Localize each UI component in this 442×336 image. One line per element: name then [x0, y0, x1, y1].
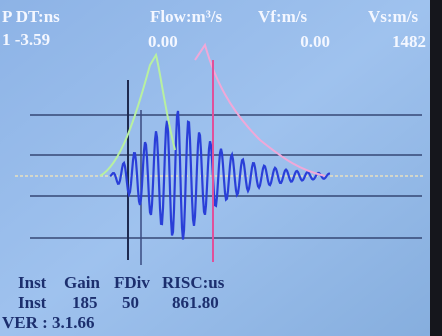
header-label: Flow:m³/s — [150, 7, 223, 26]
footer-cell: Inst — [18, 273, 47, 292]
footer-cell: FDiv — [114, 273, 150, 292]
waveform — [109, 110, 331, 240]
version: VER : 3.1.66 — [2, 313, 95, 332]
header-label: Vs:m/s — [368, 7, 418, 26]
display-background — [0, 0, 430, 336]
envelope — [99, 52, 176, 177]
header-value: 1482 — [392, 32, 426, 51]
footer-cell: 50 — [122, 293, 139, 312]
footer-cell: 185 — [72, 293, 98, 312]
footer-cell: Gain — [64, 273, 100, 292]
envelope — [194, 42, 326, 177]
header-label: Vf:m/s — [258, 7, 307, 26]
header-value: 1 -3.59 — [2, 30, 50, 49]
bezel — [430, 0, 442, 336]
footer-cell: Inst — [18, 293, 47, 312]
footer-cell: RISC:us — [162, 273, 225, 292]
footer-cell: 861.80 — [172, 293, 219, 312]
header-value: 0.00 — [300, 32, 330, 51]
header-value: 0.00 — [148, 32, 178, 51]
header-label: P DT:ns — [2, 7, 60, 26]
